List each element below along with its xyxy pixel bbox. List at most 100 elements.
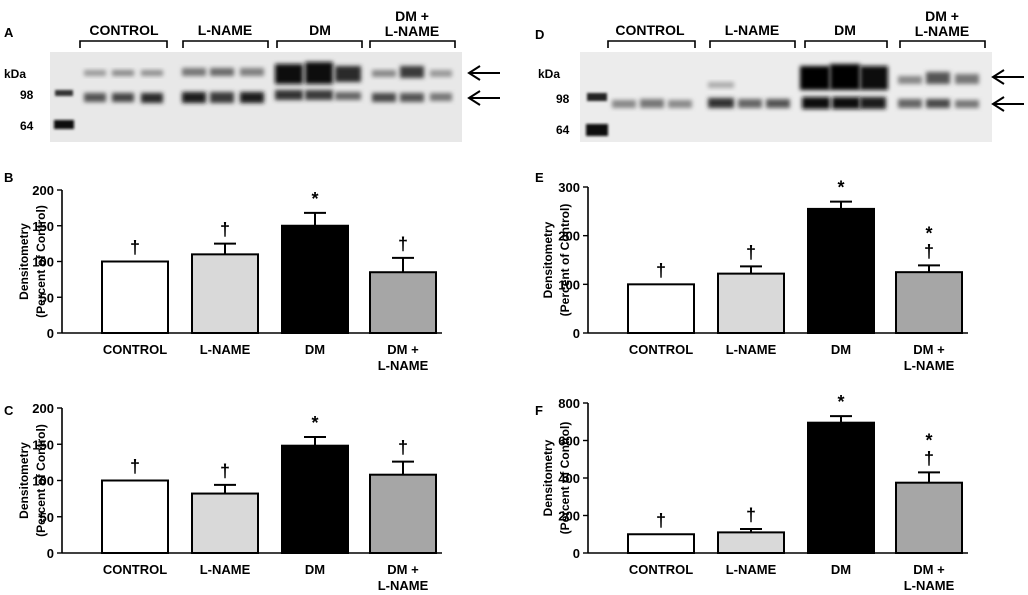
x-tick-label-f-3-0: DM + xyxy=(913,562,945,577)
bar-e-1 xyxy=(717,272,785,335)
annotation-f-3-0: * xyxy=(925,430,932,450)
y-tick-label-c-100: 100 xyxy=(32,474,54,489)
x-tick-label-f-2-0: DM xyxy=(831,562,851,577)
x-tick-label-c-1-0: L-NAME xyxy=(200,562,251,577)
blot-a-marker-98: 98 xyxy=(20,88,34,102)
blot-d-arrow-lower xyxy=(991,96,1024,112)
annotation-c-1-0: † xyxy=(220,461,230,481)
bar-e-3 xyxy=(895,271,963,334)
blot-a-arrow-upper xyxy=(467,65,500,81)
annotation-b-1-0: † xyxy=(220,220,230,240)
y-axis-label-b-0: Densitometry xyxy=(17,223,31,300)
chart-c: C Densitometry (Percent of Control) 0 50 100 1… xyxy=(4,401,442,593)
x-tick-label-b-2-0: DM xyxy=(305,342,325,357)
x-tick-label-f-3-1: L-NAME xyxy=(904,578,955,593)
annotation-e-3-0: * xyxy=(925,223,932,243)
y-axis-label-e-1: (Percent of Control) xyxy=(558,204,572,317)
x-tick-label-e-3-1: L-NAME xyxy=(904,358,955,373)
blot-a-label-dm: DM xyxy=(309,22,331,38)
y-tick-label-f-0: 0 xyxy=(573,546,580,561)
annotation-f-1-0: † xyxy=(746,505,756,525)
blot-d-label-lname: L-NAME xyxy=(725,22,779,38)
blot-d-label-dm: DM xyxy=(834,22,856,38)
blot-d-marker-98: 98 xyxy=(556,92,570,106)
blot-d-kda-label: kDa xyxy=(538,67,560,81)
blot-a-label-dmlname-1: DM + xyxy=(395,8,429,24)
y-tick-label-b-100: 100 xyxy=(32,255,54,270)
panel-letter-c: C xyxy=(4,403,14,418)
bar-e-0 xyxy=(627,283,695,335)
bar-b-3 xyxy=(369,271,437,335)
annotation-c-3-0: † xyxy=(398,438,408,458)
y-tick-label-b-0: 0 xyxy=(47,326,54,341)
x-tick-label-f-0-0: CONTROL xyxy=(629,562,693,577)
y-tick-label-e-200: 200 xyxy=(558,229,580,244)
panel-letter-d: D xyxy=(535,27,544,42)
blot-d-bands xyxy=(586,64,979,136)
blot-a-bracket-dm xyxy=(276,40,363,48)
panel-letter-b: B xyxy=(4,170,13,185)
x-tick-label-e-1-0: L-NAME xyxy=(726,342,777,357)
chart-f: F Densitometry (Percent of Control)0 200 400… xyxy=(535,392,968,593)
bar-b-1 xyxy=(191,253,259,335)
panel-letter-f: F xyxy=(535,403,543,418)
annotation-f-3-1: † xyxy=(924,448,934,468)
blot-panel-a: A CONTROL L-NAME DM DM + L-NAME xyxy=(4,8,500,142)
y-tick-label-c-50: 50 xyxy=(40,510,54,525)
bar-b-0 xyxy=(101,260,169,334)
y-tick-label-f-200: 200 xyxy=(558,509,580,524)
x-tick-label-e-2-0: DM xyxy=(831,342,851,357)
x-tick-label-b-3-1: L-NAME xyxy=(378,358,429,373)
x-tick-label-e-3-0: DM + xyxy=(913,342,945,357)
blot-a-bracket-dmlname xyxy=(369,40,456,48)
x-tick-label-b-0-0: CONTROL xyxy=(103,342,167,357)
x-tick-label-c-3-0: DM + xyxy=(387,562,419,577)
blot-a-label-lname: L-NAME xyxy=(198,22,252,38)
blot-a-label-dmlname-2: L-NAME xyxy=(385,23,439,39)
annotation-f-2-0: * xyxy=(837,392,844,412)
chart-b: B Densitometry (Percent of Control) 0 50 100 1… xyxy=(4,170,442,373)
y-tick-label-c-200: 200 xyxy=(32,401,54,416)
bar-c-0 xyxy=(101,479,169,554)
y-tick-label-e-300: 300 xyxy=(558,180,580,195)
blot-a-bands xyxy=(54,62,452,129)
blot-d-label-dmlname-1: DM + xyxy=(925,8,959,24)
bar-c-1 xyxy=(191,492,259,554)
blot-d-label-dmlname-2: L-NAME xyxy=(915,23,969,39)
bar-e-2 xyxy=(807,207,875,334)
blot-a-label-control: CONTROL xyxy=(89,22,159,38)
x-tick-label-b-1-0: L-NAME xyxy=(200,342,251,357)
y-tick-label-e-0: 0 xyxy=(573,326,580,341)
bar-f-2 xyxy=(807,421,875,554)
panel-letter-a: A xyxy=(4,25,14,40)
annotation-c-2-0: * xyxy=(311,413,318,433)
y-axis-label-e-0: Densitometry xyxy=(541,221,555,298)
blot-panel-d: D CONTROL L-NAME DM DM + L-NAME xyxy=(535,8,1024,142)
blot-d-membrane xyxy=(580,52,992,142)
y-tick-label-b-200: 200 xyxy=(32,183,54,198)
annotation-b-3-0: † xyxy=(398,234,408,254)
annotation-c-0-0: † xyxy=(130,457,140,477)
annotation-e-1-0: † xyxy=(746,242,756,262)
blot-a-marker-64: 64 xyxy=(20,119,34,133)
x-tick-label-f-1-0: L-NAME xyxy=(726,562,777,577)
bar-f-0 xyxy=(627,533,695,554)
bar-c-2 xyxy=(281,444,349,555)
bar-c-3 xyxy=(369,473,437,555)
x-tick-label-c-3-1: L-NAME xyxy=(378,578,429,593)
blot-a-bracket-control xyxy=(79,40,168,48)
annotation-e-0-0: † xyxy=(656,260,666,280)
x-tick-label-c-0-0: CONTROL xyxy=(103,562,167,577)
y-tick-label-b-150: 150 xyxy=(32,219,54,234)
y-axis-label-b-1: (Percent of Control) xyxy=(34,205,48,318)
annotation-e-3-1: † xyxy=(924,241,934,261)
x-tick-label-e-0-0: CONTROL xyxy=(629,342,693,357)
blot-a-kda-label: kDa xyxy=(4,67,26,81)
annotation-b-0-0: † xyxy=(130,238,140,258)
y-tick-label-c-0: 0 xyxy=(47,546,54,561)
y-axis-label-c-0: Densitometry xyxy=(17,442,31,519)
blot-d-bracket-dm xyxy=(804,40,888,48)
y-tick-label-e-100: 100 xyxy=(558,277,580,292)
annotation-e-2-0: * xyxy=(837,178,844,198)
